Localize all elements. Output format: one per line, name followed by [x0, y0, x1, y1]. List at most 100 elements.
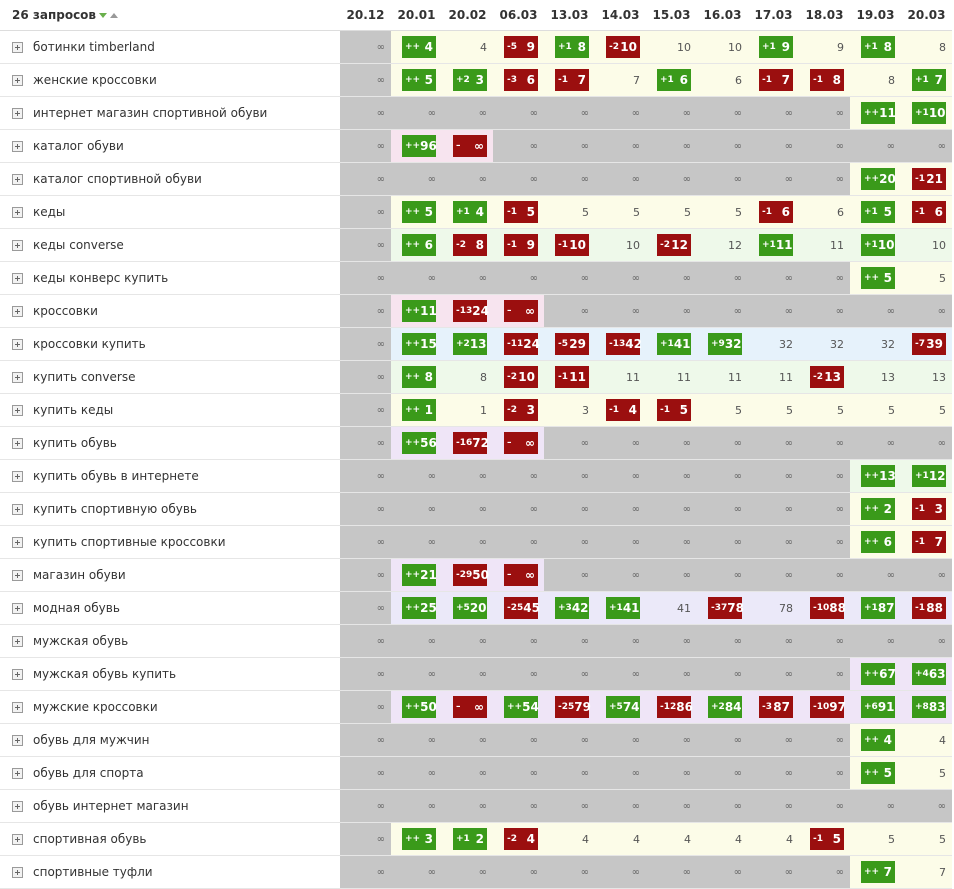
column-date: 14.03	[595, 0, 646, 31]
query-text[interactable]: кроссовки купить	[33, 337, 146, 351]
query-cell: кеды converse	[0, 228, 340, 262]
position-cell: ∞	[748, 657, 799, 691]
expand-icon[interactable]	[12, 108, 23, 119]
query-text[interactable]: женские кроссовки	[33, 73, 157, 87]
query-text[interactable]: мужская обувь	[33, 634, 129, 648]
position-cell: ∞	[901, 129, 952, 163]
position-empty: ∞	[784, 668, 793, 680]
position-cell: +9 32	[697, 327, 748, 361]
query-text[interactable]: купить кеды	[33, 403, 114, 417]
expand-icon[interactable]	[12, 141, 23, 152]
query-text[interactable]: кеды конверс купить	[33, 271, 169, 285]
position-cell: ∞	[340, 261, 391, 295]
expand-icon[interactable]	[12, 768, 23, 779]
position-cell: -1 5	[646, 393, 697, 427]
expand-icon[interactable]	[12, 603, 23, 614]
position-change: +5	[609, 702, 623, 712]
position-empty: ∞	[427, 470, 436, 482]
expand-icon[interactable]	[12, 570, 23, 581]
query-text[interactable]: кеды	[33, 205, 66, 219]
sort-desc[interactable]	[99, 13, 108, 18]
expand-icon[interactable]	[12, 75, 23, 86]
query-text[interactable]: каталог спортивной обуви	[33, 172, 202, 186]
position-change: ++	[405, 570, 421, 580]
query-text[interactable]: магазин обуви	[33, 568, 126, 582]
header-query-cell[interactable]: 26 запросов	[0, 0, 340, 31]
query-text[interactable]: купить спортивные кроссовки	[33, 535, 226, 549]
position-cell: ∞	[697, 459, 748, 493]
position-value: 32	[779, 337, 793, 351]
query-text[interactable]: спортивная обувь	[33, 832, 147, 846]
query-text[interactable]: обувь для мужчин	[33, 733, 150, 747]
query-text[interactable]: обувь интернет магазин	[33, 799, 189, 813]
query-text[interactable]: мужские кроссовки	[33, 700, 158, 714]
expand-icon[interactable]	[12, 504, 23, 515]
position-change: +1	[915, 471, 929, 481]
expand-icon[interactable]	[12, 471, 23, 482]
position-cell: 32	[799, 327, 850, 361]
expand-icon[interactable]	[12, 636, 23, 647]
expand-icon[interactable]	[12, 372, 23, 383]
query-text[interactable]: купить обувь	[33, 436, 117, 450]
position-empty: ∞	[733, 503, 742, 515]
query-text[interactable]: кеды converse	[33, 238, 124, 252]
column-date: 15.03	[646, 0, 697, 31]
query-text[interactable]: интернет магазин спортивной обуви	[33, 106, 268, 120]
query-text[interactable]: мужская обувь купить	[33, 667, 177, 681]
position-empty: ∞	[886, 140, 895, 152]
position-value: 42	[571, 601, 589, 615]
query-text[interactable]: модная обувь	[33, 601, 120, 615]
query-text[interactable]: купить обувь в интернете	[33, 469, 199, 483]
expand-icon[interactable]	[12, 438, 23, 449]
query-cell: купить обувь	[0, 426, 340, 460]
expand-icon[interactable]	[12, 735, 23, 746]
position-change: +1	[609, 603, 623, 613]
expand-icon[interactable]	[12, 174, 23, 185]
position-cell: 8	[901, 30, 952, 64]
position-value: 8	[424, 370, 433, 384]
position-badge: – ∞	[504, 300, 538, 322]
position-empty: ∞	[478, 272, 487, 284]
position-empty: ∞	[376, 74, 385, 86]
expand-icon[interactable]	[12, 867, 23, 878]
position-cell: ∞	[697, 426, 748, 460]
query-row: купить converse ∞ ++ 8 8 -2 10 -1 11 11 11 11 11 -2 13…	[0, 360, 952, 394]
expand-icon[interactable]	[12, 405, 23, 416]
query-text[interactable]: купить converse	[33, 370, 136, 384]
expand-icon[interactable]	[12, 207, 23, 218]
position-change: +5	[456, 603, 470, 613]
position-change: +4	[915, 669, 929, 679]
query-text[interactable]: обувь для спорта	[33, 766, 144, 780]
expand-icon[interactable]	[12, 240, 23, 251]
expand-icon[interactable]	[12, 834, 23, 845]
query-text[interactable]: кроссовки	[33, 304, 98, 318]
expand-icon[interactable]	[12, 669, 23, 680]
expand-icon[interactable]	[12, 537, 23, 548]
position-badge: -1 8	[810, 69, 844, 91]
expand-icon[interactable]	[12, 42, 23, 53]
expand-icon[interactable]	[12, 339, 23, 350]
position-cell: ∞	[391, 162, 442, 196]
expand-icon[interactable]	[12, 702, 23, 713]
position-value: 9	[837, 40, 844, 54]
query-text[interactable]: ботинки timberland	[33, 40, 155, 54]
position-badge: +4 63	[912, 663, 946, 685]
sort-asc[interactable]	[110, 13, 119, 18]
position-value: 5	[837, 403, 844, 417]
expand-icon[interactable]	[12, 273, 23, 284]
position-value: 7	[781, 73, 790, 87]
expand-icon[interactable]	[12, 801, 23, 812]
position-cell: 4	[442, 30, 493, 64]
query-text[interactable]: каталог обуви	[33, 139, 124, 153]
query-text[interactable]: купить спортивную обувь	[33, 502, 197, 516]
query-text[interactable]: спортивные туфли	[33, 865, 153, 879]
position-value: 4	[582, 832, 589, 846]
position-value: 11	[830, 238, 844, 252]
position-value: ∞	[525, 304, 535, 318]
expand-icon[interactable]	[12, 306, 23, 317]
position-cell: ∞	[493, 459, 544, 493]
position-empty: ∞	[376, 206, 385, 218]
position-cell: ∞	[595, 162, 646, 196]
position-badge: ++ 50	[402, 696, 437, 718]
